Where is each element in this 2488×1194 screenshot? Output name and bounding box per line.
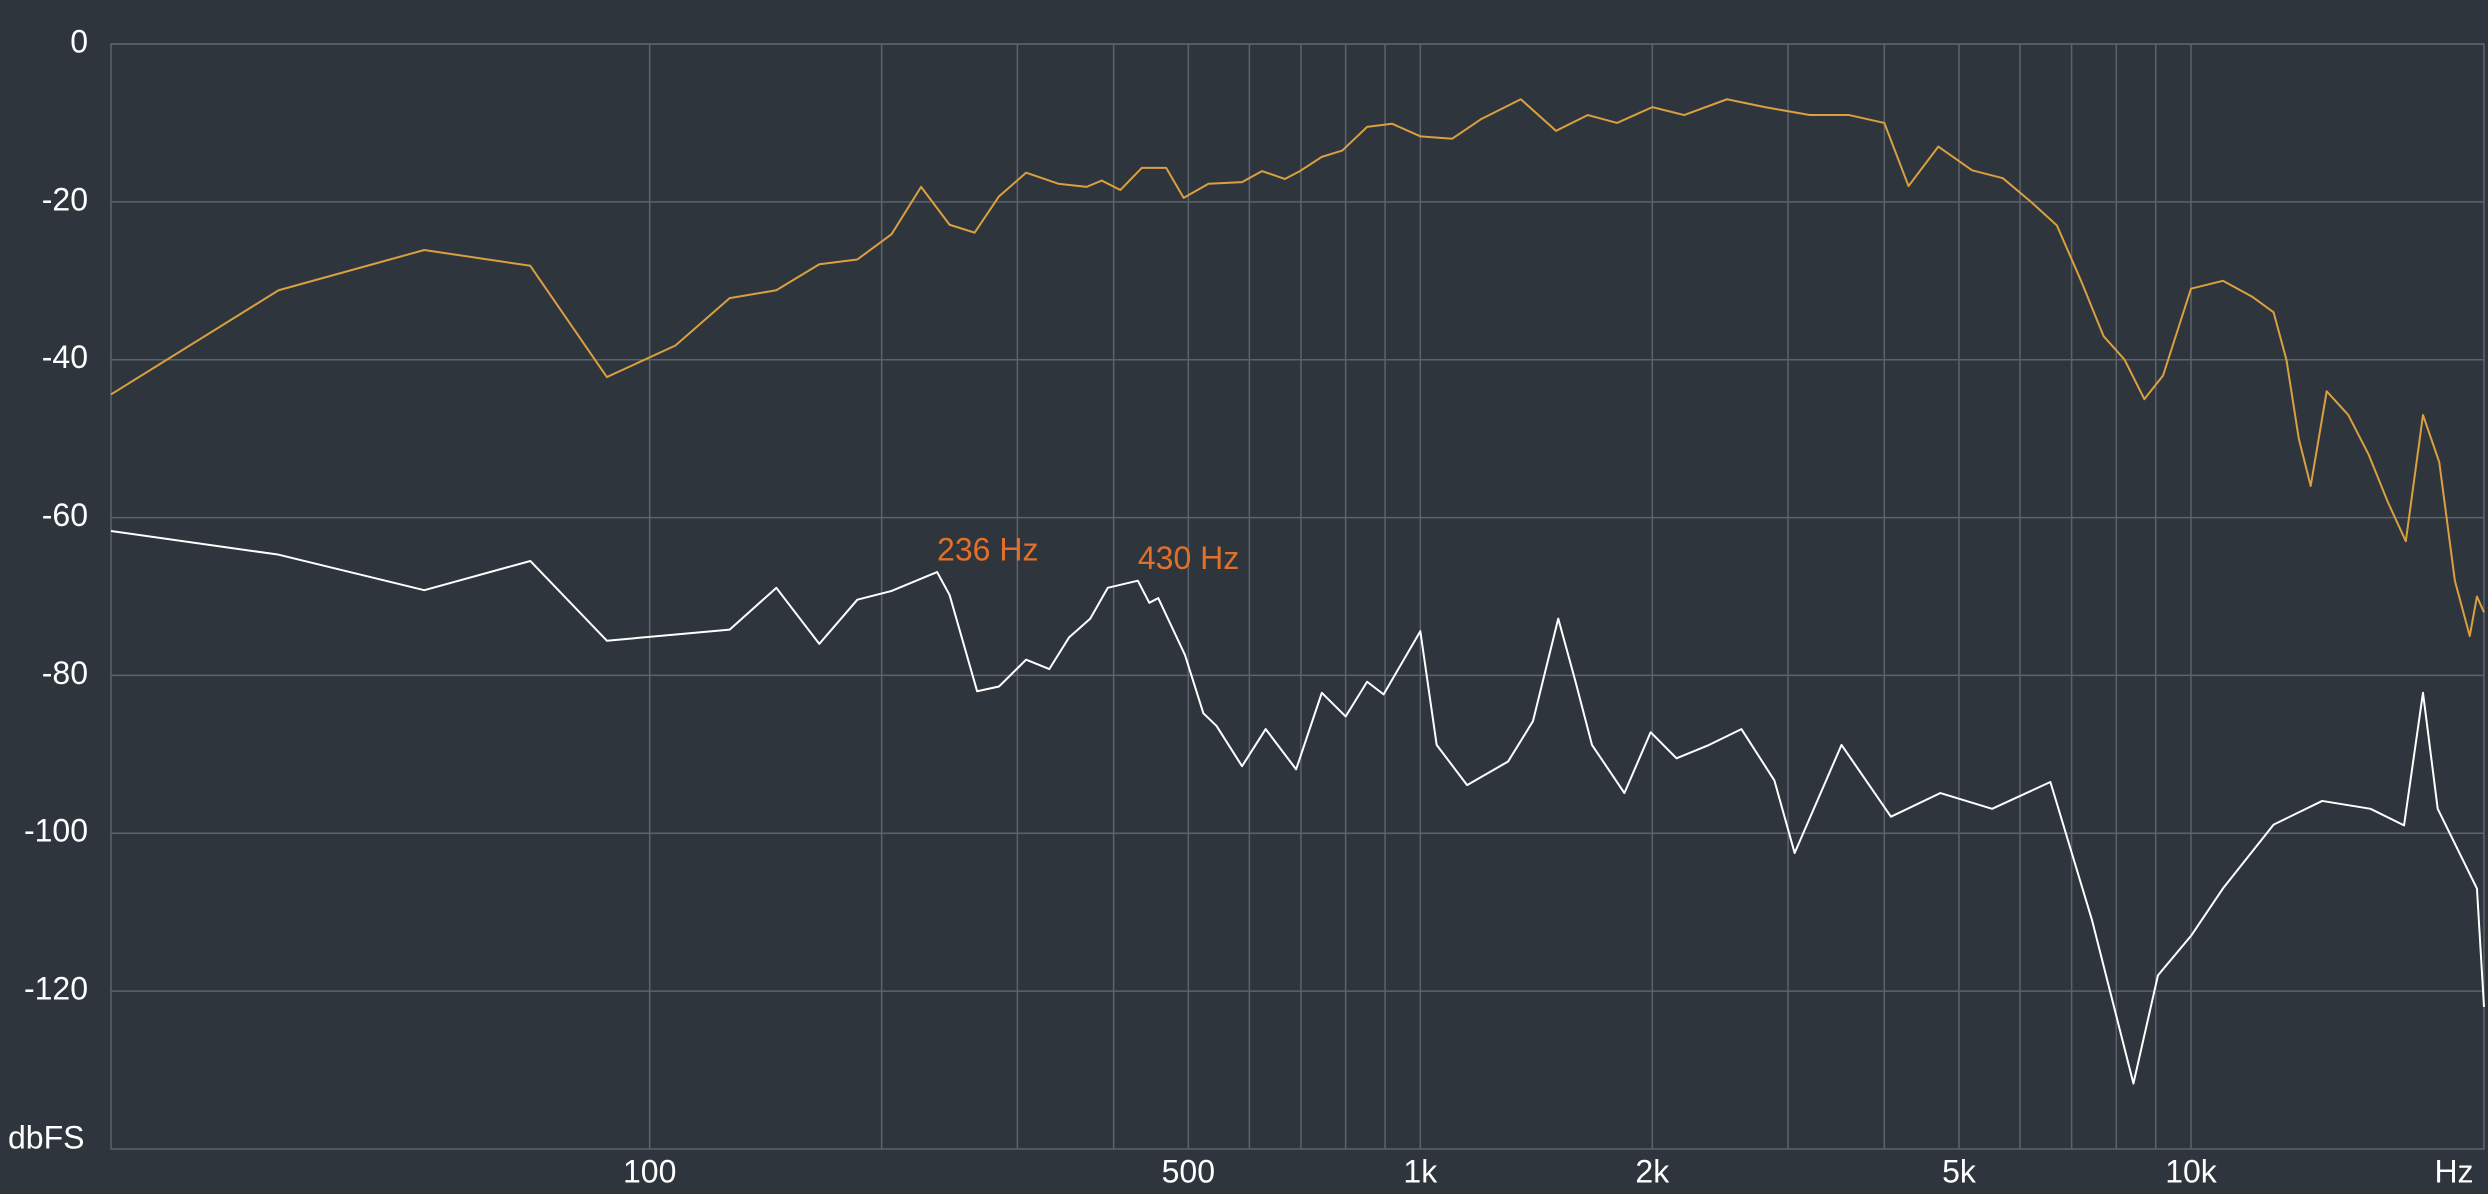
x-tick-label: 1k [1403, 1153, 1438, 1189]
peak-annotation: 236 Hz [937, 531, 1038, 567]
y-tick-label: -100 [24, 813, 88, 849]
x-axis-label: Hz [2434, 1153, 2473, 1189]
y-tick-label: -60 [42, 497, 88, 533]
x-tick-label: 10k [2165, 1153, 2218, 1189]
y-axis-label: dbFS [8, 1119, 84, 1155]
y-tick-label: -20 [42, 181, 88, 217]
spectrum-line [110, 98, 2485, 637]
x-tick-label: 500 [1162, 1153, 1215, 1189]
y-tick-label: -80 [42, 655, 88, 691]
y-tick-label: -40 [42, 339, 88, 375]
x-tick-label: 5k [1942, 1153, 1977, 1189]
peak-annotation: 430 Hz [1138, 540, 1239, 576]
spectrum-line [110, 529, 2485, 1085]
x-tick-label: 2k [1635, 1153, 1670, 1189]
y-tick-label: -120 [24, 971, 88, 1007]
y-tick-label: 0 [70, 23, 88, 59]
x-tick-label: 100 [623, 1153, 676, 1189]
